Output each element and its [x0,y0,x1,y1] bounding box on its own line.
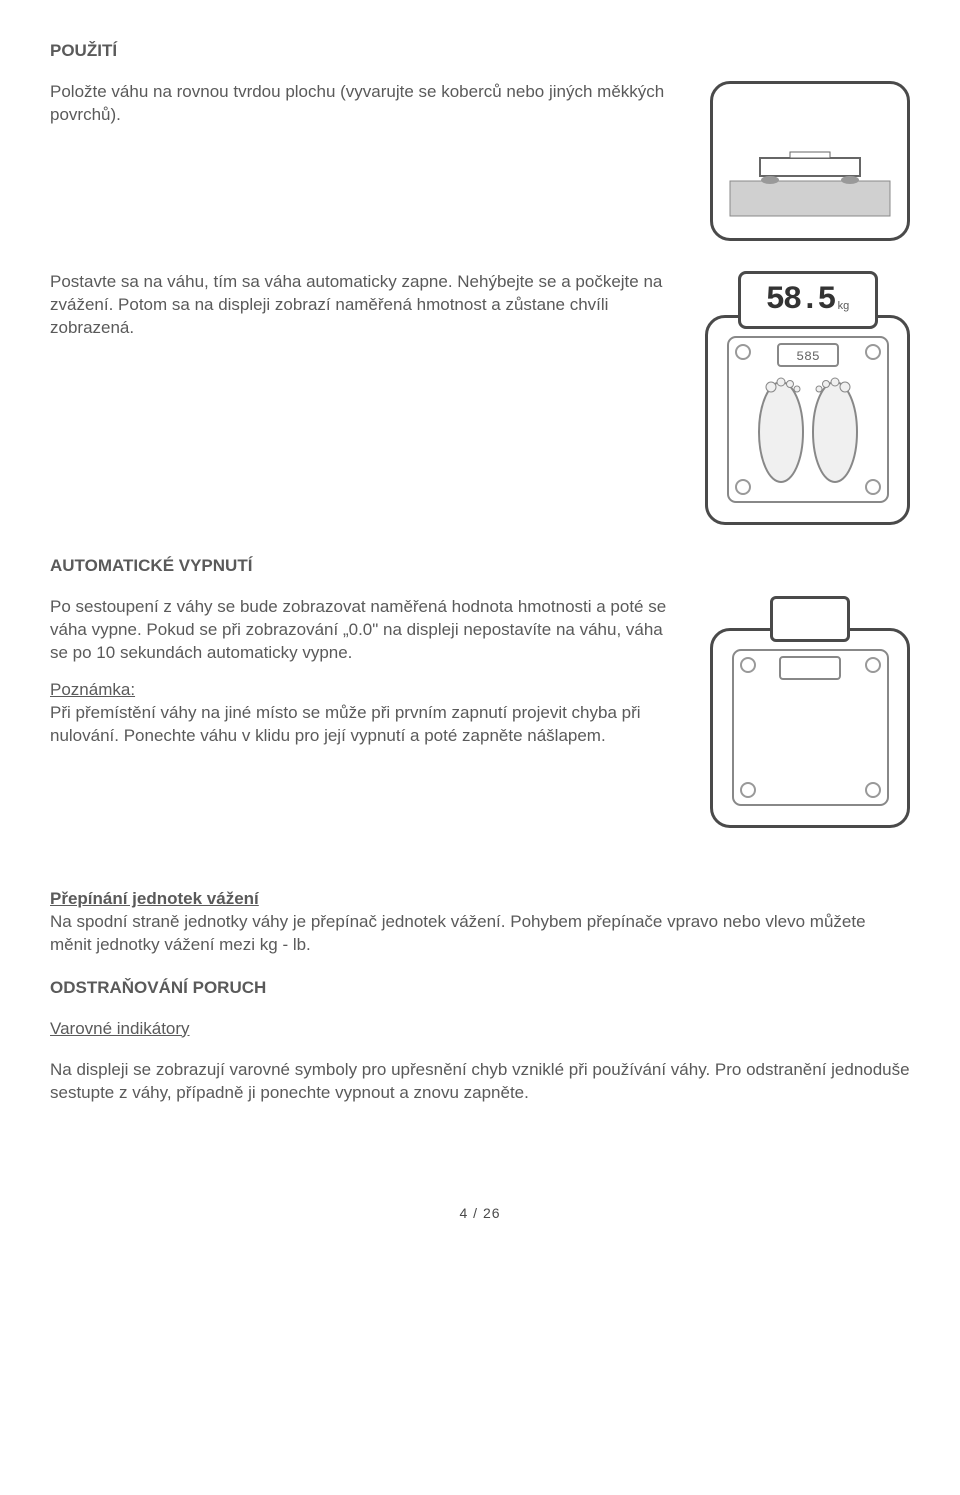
paragraph-4: Při přemístění váhy na jiné místo se můž… [50,703,641,745]
note-block: Poznámka: Při přemístění váhy na jiné mí… [50,679,680,748]
note-label: Poznámka: [50,680,135,699]
heading-switching: Přepínání jednotek vážení [50,889,259,908]
paragraph-3: Po sestoupení z váhy se bude zobrazovat … [50,596,680,665]
heading-troubleshooting: ODSTRAŇOVÁNÍ PORUCH [50,977,910,1000]
heading-auto-off: AUTOMATICKÉ VYPNUTÍ [50,555,910,578]
switching-block: Přepínání jednotek vážení Na spodní stra… [50,888,910,957]
row-auto-off: Po sestoupení z váhy se bude zobrazovat … [50,596,910,828]
row-weighing: Postavte sa na váhu, tím sa váha automat… [50,271,910,525]
display-value-large: 58.5 [766,278,835,321]
heading-pouziti: POUŽITÍ [50,40,910,63]
paragraph-6: Na displeji se zobrazují varovné symboly… [50,1059,910,1105]
illustration-weighing: 58.5 kg 585 [705,271,910,525]
paragraph-2: Postavte sa na váhu, tím sa váha automat… [50,271,675,340]
illustration-auto-off [710,596,910,828]
page-number: 4 / 26 [50,1204,910,1223]
paragraph-5: Na spodní straně jednotky váhy je přepín… [50,912,866,954]
display-unit: kg [838,299,850,314]
display-value-small: 585 [796,349,819,364]
heading-warning-indicators: Varovné indikátory [50,1018,910,1041]
row-placement: Položte váhu na rovnou tvrdou plochu (vy… [50,81,910,241]
paragraph-1: Položte váhu na rovnou tvrdou plochu (vy… [50,81,680,127]
illustration-flat-surface [710,81,910,241]
